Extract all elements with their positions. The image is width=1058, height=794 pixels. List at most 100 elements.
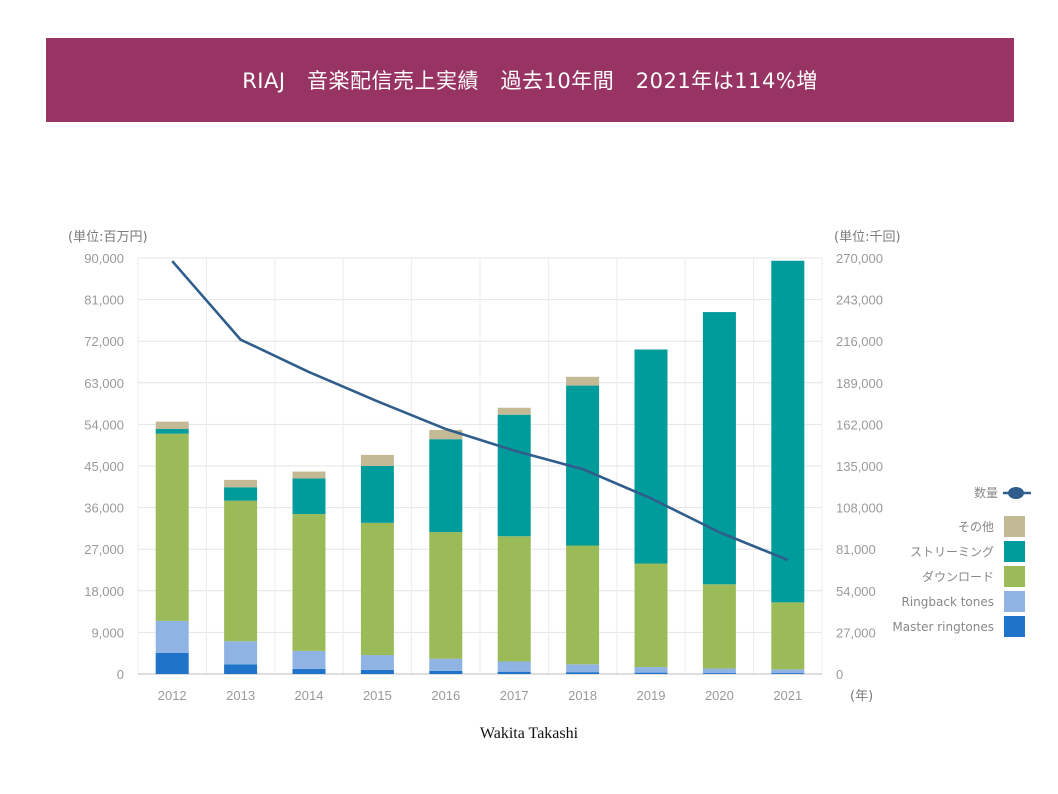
bar-segment — [224, 479, 258, 488]
y-right-tick-label: 135,000 — [836, 459, 883, 474]
bar-segment — [292, 650, 326, 669]
bar-segment — [292, 471, 326, 479]
y-left-tick-label: 18,000 — [84, 584, 124, 599]
bar-segment — [634, 563, 668, 668]
bar-segment — [497, 536, 531, 662]
axes: 2012 2013 2014 2015 2016 2017 2018 2019 2020 2021… — [68, 229, 901, 704]
bar-segment — [360, 655, 394, 670]
bar-segment — [224, 664, 258, 674]
bar-segment — [224, 487, 258, 501]
bar-segment — [566, 664, 600, 673]
legend-swatch — [1004, 566, 1025, 587]
bar-segment — [155, 429, 189, 434]
bar-segment — [634, 667, 668, 673]
legend-label: Ringback tones — [901, 595, 994, 609]
bar-segment — [771, 669, 805, 674]
x-tick-label: 2017 — [500, 688, 529, 703]
y-left-tick-label: 27,000 — [84, 542, 124, 557]
y-left-tick-label: 45,000 — [84, 459, 124, 474]
y-left-tick-label: 90,000 — [84, 251, 124, 266]
y-left-tick-label: 9,000 — [91, 625, 124, 640]
legend-label: ダウンロード — [922, 569, 994, 584]
legend-label: Master ringtones — [892, 620, 994, 634]
y-left-tick-label: 63,000 — [84, 376, 124, 391]
legend-label: ストリーミング — [910, 545, 994, 559]
bar-segment — [360, 669, 394, 674]
bar-segment — [429, 532, 463, 659]
bar-segment — [566, 376, 600, 386]
bar-segment — [634, 349, 668, 564]
y-right-tick-label: 162,000 — [836, 417, 883, 432]
x-tick-label: 2015 — [363, 688, 392, 703]
y-right-tick-label: 216,000 — [836, 334, 883, 349]
legend-label: 数量 — [974, 485, 998, 500]
bar-segment — [634, 672, 668, 674]
bar-segment — [224, 641, 258, 665]
x-tick-label: 2014 — [295, 688, 324, 703]
x-axis-label: (年) — [850, 689, 873, 704]
y-right-tick-label: 108,000 — [836, 501, 883, 516]
bar-segment — [771, 260, 805, 603]
y-right-tick-label: 27,000 — [836, 625, 876, 640]
bar-segment — [497, 661, 531, 672]
bar-segment — [292, 668, 326, 674]
x-tick-label: 2019 — [637, 688, 666, 703]
bar-segment — [155, 433, 189, 621]
bar-stacks — [155, 260, 805, 674]
bar-segment — [292, 478, 326, 515]
legend-swatch — [1004, 516, 1025, 537]
x-tick-label: 2020 — [705, 688, 734, 703]
bar-segment — [429, 429, 463, 440]
x-tick-label: 2016 — [431, 688, 460, 703]
y-left-tick-label: 36,000 — [84, 501, 124, 516]
y-right-tick-label: 81,000 — [836, 542, 876, 557]
bar-segment — [771, 602, 805, 670]
quantity-line — [171, 260, 789, 562]
x-tick-label: 2012 — [158, 688, 187, 703]
bar-segment — [771, 673, 805, 674]
bar-segment — [429, 658, 463, 671]
legend-swatch — [1004, 591, 1025, 612]
y-left-axis-label: (単位:百万円) — [68, 229, 148, 245]
bar-segment — [497, 414, 531, 537]
y-left-tick-label: 81,000 — [84, 293, 124, 308]
bar-segment — [155, 652, 189, 674]
x-tick-label: 2021 — [773, 688, 802, 703]
bar-segment — [429, 670, 463, 674]
x-tick-label: 2013 — [226, 688, 255, 703]
bar-segment — [155, 421, 189, 430]
y-right-tick-label: 54,000 — [836, 584, 876, 599]
y-right-tick-label: 243,000 — [836, 293, 883, 308]
y-left-tick-label: 54,000 — [84, 417, 124, 432]
bar-segment — [702, 673, 736, 674]
bar-segment — [702, 312, 736, 585]
bar-segment — [429, 439, 463, 533]
legend-label: その他 — [958, 520, 994, 534]
bar-segment — [360, 522, 394, 656]
bar-segment — [702, 584, 736, 669]
legend-line-marker — [1008, 487, 1024, 499]
legend-swatch — [1004, 616, 1025, 637]
x-tick-label: 2018 — [568, 688, 597, 703]
bar-segment — [360, 466, 394, 523]
y-right-tick-label: 189,000 — [836, 376, 883, 391]
bar-segment — [497, 671, 531, 674]
legend-swatch — [1004, 541, 1025, 562]
y-left-tick-label: 72,000 — [84, 334, 124, 349]
credit-text: Wakita Takashi — [479, 725, 579, 742]
bar-segment — [566, 672, 600, 674]
title-banner: RIAJ 音楽配信売上実績 過去10年間 2021年は114%増 — [46, 38, 1014, 122]
bar-segment — [155, 620, 189, 653]
bar-segment — [566, 545, 600, 665]
bar-segment — [292, 514, 326, 651]
y-left-tick-label: 0 — [117, 667, 124, 682]
y-right-tick-label: 0 — [836, 667, 843, 682]
bar-segment — [497, 407, 531, 415]
bar-segment — [702, 668, 736, 674]
y-right-axis-label: (単位:千回) — [834, 229, 901, 245]
quantity-line-path — [171, 260, 789, 562]
y-right-tick-label: 270,000 — [836, 251, 883, 266]
chart-title: RIAJ 音楽配信売上実績 過去10年間 2021年は114%増 — [242, 69, 818, 93]
